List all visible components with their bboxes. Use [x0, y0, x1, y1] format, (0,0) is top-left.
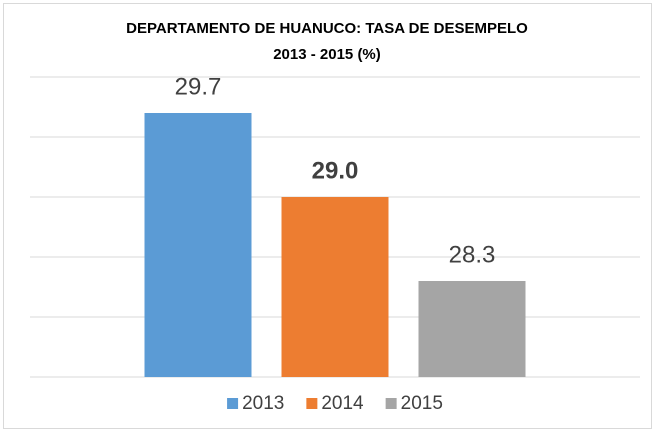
- bar: [281, 197, 389, 377]
- data-label: 29.0: [312, 157, 359, 184]
- data-label: 29.7: [175, 73, 222, 100]
- bar: [144, 113, 252, 377]
- legend-label: 2014: [321, 393, 364, 414]
- legend-swatch: [227, 398, 239, 409]
- legend-label: 2013: [242, 393, 284, 414]
- legend-label: 2015: [401, 393, 443, 414]
- chart-title: DEPARTAMENTO DE HUANUCO: TASA DE DESEMPE…: [126, 20, 528, 37]
- data-label: 28.3: [449, 241, 496, 268]
- legend-swatch: [306, 398, 318, 409]
- bar: [418, 281, 526, 377]
- legend-swatch: [385, 398, 397, 409]
- chart-title: 2013 - 2015 (%): [273, 46, 381, 63]
